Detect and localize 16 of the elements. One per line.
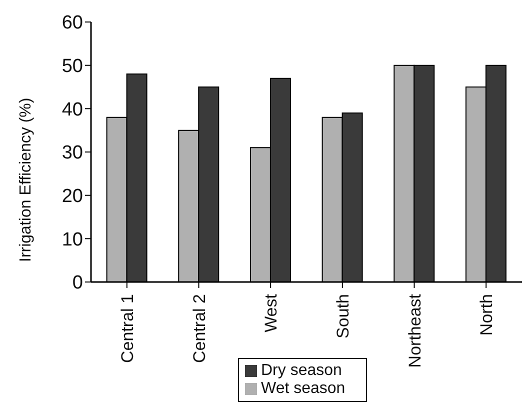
y-tick-label: 40: [62, 99, 83, 120]
legend-label: Wet season: [261, 380, 346, 397]
y-tick-label: 20: [62, 186, 83, 208]
y-tick-label: 30: [62, 142, 83, 164]
x-tick-label: Northeast: [405, 294, 424, 368]
x-tick-label: West: [262, 294, 281, 332]
y-tick-label: 60: [62, 12, 83, 34]
x-tick-label: North: [477, 294, 496, 336]
y-tick-label: 50: [62, 56, 83, 78]
y-tick-label: 10: [62, 229, 83, 250]
x-tick-label: Central 2: [190, 294, 209, 363]
legend-label: Dry season: [261, 362, 342, 379]
y-tick-label: 0: [72, 272, 83, 294]
y-axis-title: Irrigation Efficiency (%): [18, 98, 35, 262]
x-tick-label: Central 1: [118, 294, 137, 363]
x-tick-label: South: [333, 294, 352, 338]
